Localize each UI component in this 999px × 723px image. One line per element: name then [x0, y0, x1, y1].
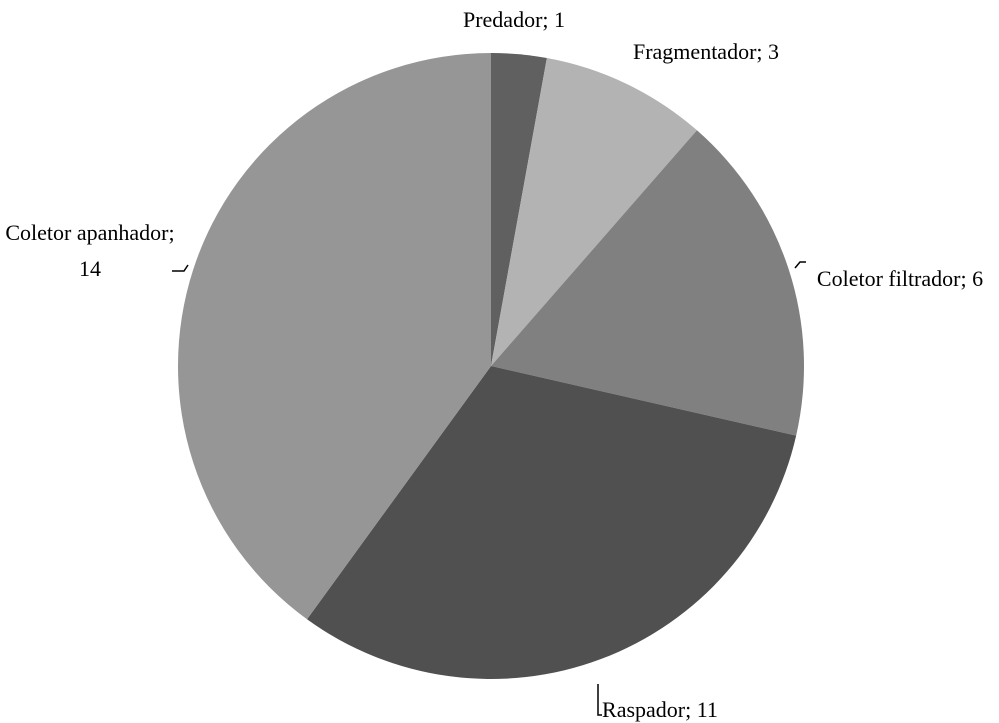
leader-line	[794, 261, 806, 269]
pie-slice	[178, 53, 491, 620]
value-label: 3	[768, 39, 780, 64]
value-label: 1	[554, 7, 566, 32]
data-label: Predador; 1	[414, 2, 614, 38]
pie-slice	[491, 58, 697, 367]
category-label: Coletor apanhador;	[5, 220, 175, 245]
value-label: 6	[972, 266, 984, 291]
data-label: Raspador; 11	[580, 692, 740, 723]
category-label: Predador;	[462, 7, 549, 32]
pie-slice	[491, 53, 547, 366]
data-label: Fragmentador; 3	[576, 34, 836, 70]
value-label: 11	[696, 697, 718, 722]
data-label: Coletor apanhador; 14	[5, 215, 175, 287]
data-label: Coletor filtrador; 6	[795, 261, 999, 297]
category-label: Coletor filtrador;	[816, 266, 967, 291]
leader-line	[597, 684, 602, 716]
category-label: Fragmentador;	[632, 39, 763, 64]
pie-slice	[307, 366, 797, 679]
category-label: Raspador;	[602, 697, 692, 722]
value-label: 14	[79, 256, 101, 281]
leader-line	[172, 264, 189, 272]
pie-slice	[491, 130, 804, 436]
